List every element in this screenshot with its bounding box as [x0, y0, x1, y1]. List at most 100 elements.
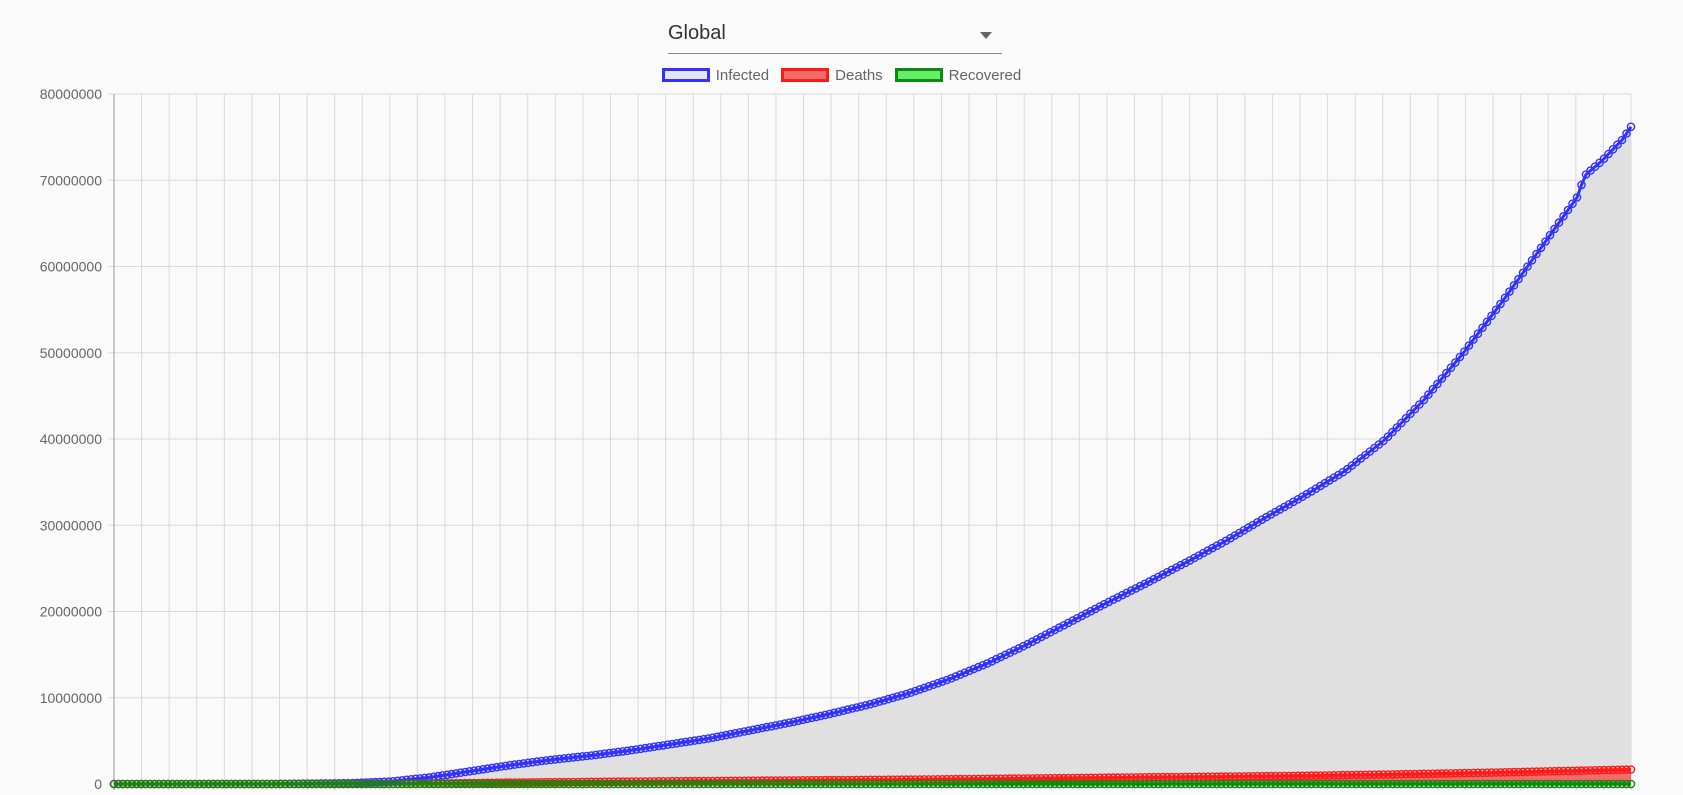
data-point-deaths	[1469, 768, 1478, 778]
data-point-recovered	[956, 779, 965, 789]
data-point-recovered	[1428, 779, 1438, 789]
data-point-infected	[1154, 572, 1163, 582]
data-point-recovered	[694, 779, 704, 789]
legend-item-deaths[interactable]: Deaths	[781, 64, 883, 86]
data-point-recovered	[375, 779, 384, 789]
data-point-infected	[1118, 590, 1127, 600]
data-point-infected	[1613, 140, 1622, 149]
legend-item-infected[interactable]: Infected	[661, 64, 769, 86]
data-point-recovered	[1311, 779, 1321, 789]
data-point-infected	[609, 748, 619, 757]
data-point-recovered	[253, 779, 263, 789]
data-point-infected	[757, 723, 767, 733]
data-point-recovered	[1572, 779, 1582, 789]
data-point-recovered	[438, 779, 447, 789]
data-point-infected	[775, 720, 785, 729]
data-point-infected	[1320, 478, 1330, 488]
data-point-deaths	[1478, 768, 1487, 778]
data-point-recovered	[411, 779, 420, 789]
data-point-infected	[879, 696, 889, 705]
data-point-infected	[474, 765, 483, 775]
data-point-recovered	[424, 779, 434, 789]
data-point-recovered	[1028, 779, 1037, 789]
legend-item-recovered[interactable]: Recovered	[894, 64, 1021, 86]
data-point-deaths	[1028, 774, 1037, 783]
data-point-recovered	[915, 779, 925, 789]
data-point-infected	[1496, 299, 1505, 309]
data-point-recovered	[1545, 779, 1555, 789]
data-point-deaths	[924, 775, 934, 784]
data-point-infected	[825, 709, 835, 719]
data-point-infected	[1158, 570, 1168, 579]
data-point-recovered	[1113, 779, 1123, 789]
data-point-recovered	[902, 779, 911, 789]
data-point-recovered	[1050, 779, 1060, 789]
country-select[interactable]: Global	[668, 18, 1002, 54]
data-point-infected	[541, 756, 551, 765]
data-point-deaths	[1451, 769, 1460, 778]
data-point-infected	[532, 757, 542, 766]
data-point-infected	[1523, 262, 1532, 271]
data-point-recovered	[1608, 779, 1618, 789]
data-point-infected	[1100, 599, 1109, 609]
data-point-recovered	[1554, 779, 1564, 789]
data-point-recovered	[555, 779, 564, 789]
data-point-infected	[1239, 526, 1249, 535]
data-point-infected	[870, 698, 880, 708]
data-point-infected	[1122, 588, 1132, 598]
data-point-recovered	[793, 779, 803, 789]
data-point-infected	[938, 677, 947, 686]
data-point-infected	[1235, 528, 1244, 538]
data-point-infected	[1064, 618, 1073, 628]
data-point-recovered	[1604, 779, 1613, 789]
data-point-recovered	[460, 779, 470, 789]
data-point-recovered	[550, 779, 560, 789]
data-point-infected	[1626, 122, 1636, 132]
data-point-infected	[762, 722, 772, 732]
data-point-recovered	[1595, 779, 1604, 789]
data-point-infected	[1604, 149, 1613, 159]
data-point-infected	[672, 739, 682, 748]
data-point-recovered	[838, 779, 848, 789]
data-point-deaths	[1559, 766, 1568, 776]
data-point-infected	[1424, 390, 1433, 399]
data-point-recovered	[1181, 779, 1190, 789]
data-point-recovered	[451, 779, 461, 789]
data-point-recovered	[519, 779, 528, 789]
data-point-recovered	[852, 779, 862, 789]
data-point-recovered	[298, 779, 308, 789]
data-point-recovered	[1374, 779, 1384, 789]
data-point-recovered	[1316, 779, 1325, 789]
data-point-recovered	[1023, 779, 1033, 789]
data-point-deaths	[1550, 766, 1559, 776]
data-point-infected	[1190, 553, 1199, 563]
data-point-recovered	[865, 779, 875, 789]
data-point-infected	[1199, 548, 1208, 558]
data-point-recovered	[393, 779, 402, 789]
data-point-recovered	[1275, 779, 1285, 789]
data-point-recovered	[726, 779, 736, 789]
data-point-recovered	[1145, 779, 1154, 789]
data-point-recovered	[1073, 779, 1082, 789]
data-point-recovered	[690, 779, 700, 789]
data-point-deaths	[1086, 773, 1096, 783]
data-point-recovered	[735, 779, 745, 789]
data-point-recovered	[1185, 779, 1195, 789]
data-point-recovered	[429, 779, 438, 789]
data-point-infected	[915, 685, 925, 694]
data-point-recovered	[1599, 779, 1609, 789]
data-point-infected	[1023, 639, 1033, 649]
data-point-recovered	[510, 779, 519, 789]
data-point-recovered	[217, 779, 227, 789]
data-point-deaths	[618, 777, 628, 786]
data-point-recovered	[1325, 779, 1334, 789]
data-point-deaths	[1316, 771, 1325, 780]
data-point-deaths	[1464, 768, 1474, 778]
data-point-deaths	[1487, 768, 1496, 777]
data-point-recovered	[465, 779, 474, 789]
data-point-deaths	[663, 777, 673, 786]
data-point-recovered	[352, 779, 362, 789]
data-point-infected	[1217, 539, 1226, 548]
data-point-recovered	[1397, 779, 1406, 789]
data-point-infected	[951, 672, 961, 681]
